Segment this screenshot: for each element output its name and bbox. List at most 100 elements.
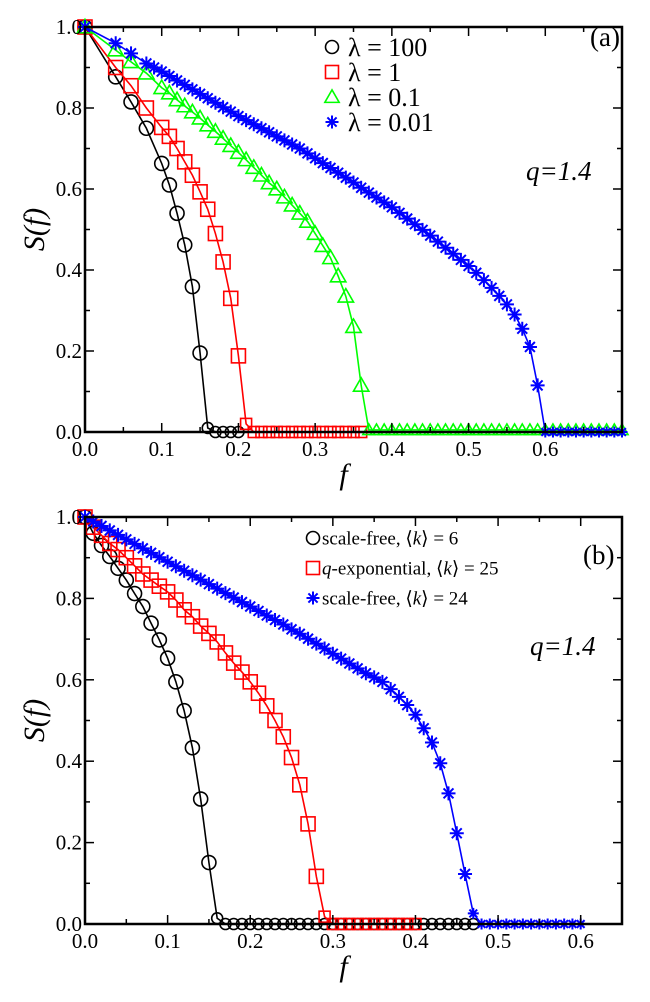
data-point (308, 868, 325, 885)
text-span: λ = 0.01 (348, 108, 434, 137)
data-point (201, 625, 217, 642)
data-point (169, 205, 185, 222)
data-point (334, 651, 349, 666)
data-point (530, 378, 545, 393)
x-tick-label: 0.4 (402, 929, 429, 953)
data-point (445, 422, 461, 436)
data-point (176, 702, 192, 719)
data-point (262, 125, 277, 140)
data-point (135, 541, 150, 556)
data-point (234, 595, 249, 610)
data-point (276, 617, 291, 632)
y-axis-title: S(f) (18, 699, 51, 742)
data-point (258, 698, 275, 714)
data-point (183, 102, 202, 119)
data-point (269, 129, 284, 144)
data-point (275, 728, 292, 745)
data-point (242, 674, 259, 690)
data-point (154, 64, 169, 79)
data-point (229, 143, 248, 160)
data-point (239, 113, 254, 128)
data-point (144, 545, 159, 560)
legend-symbol-triangle (323, 88, 341, 104)
data-point (407, 422, 423, 436)
data-point (530, 422, 546, 436)
data-point (499, 297, 514, 312)
x-tick-label: 0.2 (225, 437, 251, 461)
data-point (283, 749, 300, 766)
x-tick-label: 0.3 (302, 437, 328, 461)
data-point (424, 735, 439, 750)
data-point (162, 69, 177, 84)
y-axis-title: S(f) (18, 208, 51, 251)
data-point (325, 646, 340, 661)
y-tick-label: 0.0 (56, 420, 82, 444)
data-point (160, 554, 175, 569)
data-point (126, 585, 143, 602)
legend-label: scale-free, ⟨k⟩ = 24 (322, 589, 468, 610)
x-tick-label: 0.5 (455, 437, 481, 461)
data-point (346, 175, 361, 190)
x-tick-label: 0.0 (72, 437, 98, 461)
data-point (484, 280, 499, 295)
data-point (391, 689, 406, 704)
panel-b: 0.0 0.1 0.2 0.3 0.4 0.5 0.6 0.0 0.2 0.4 0.6 0.8 1.0 f… (18, 505, 624, 983)
text-span: scale-free, ⟨ (322, 529, 413, 550)
data-point (267, 712, 283, 729)
data-point (321, 248, 340, 265)
legend-label: λ = 0.1 (348, 83, 421, 112)
data-point (208, 95, 223, 110)
data-point (476, 422, 492, 436)
x-tick-label: 0.1 (149, 437, 175, 461)
data-point (221, 136, 240, 153)
text-span: ⟩ = 25 (452, 559, 499, 580)
data-point (361, 185, 376, 200)
data-point (118, 572, 135, 588)
data-point (338, 170, 353, 185)
data-point (201, 577, 216, 592)
data-point (210, 581, 225, 596)
data-point (491, 422, 507, 436)
data-point (216, 100, 231, 115)
data-point (177, 563, 192, 578)
y-tick-label: 0.8 (56, 586, 82, 610)
data-point (400, 211, 415, 226)
data-point (369, 422, 384, 436)
data-point (230, 348, 247, 364)
x-axis-title: f (339, 950, 351, 983)
data-point (226, 590, 241, 605)
data-point (111, 527, 126, 542)
panel-label: (b) (583, 540, 614, 570)
data-point (135, 598, 151, 615)
text-span: ⟩ = 6 (421, 529, 458, 550)
legend-label: λ = 0.01 (348, 108, 434, 137)
data-point (354, 180, 369, 195)
data-point (315, 156, 330, 171)
data-point (167, 90, 187, 107)
data-point (234, 664, 250, 680)
data-point (193, 86, 208, 101)
legend-item: q-exponential, ⟨k⟩ = 25 (305, 559, 499, 580)
data-point (423, 228, 438, 243)
x-tick-label: 0.0 (72, 929, 98, 953)
data-point (223, 104, 238, 119)
data-point (522, 422, 538, 436)
data-point (352, 376, 371, 393)
data-point (246, 117, 261, 132)
data-point (190, 108, 210, 125)
data-point (170, 73, 185, 88)
data-point (277, 133, 292, 148)
data-point (453, 252, 468, 267)
data-point (94, 518, 109, 533)
text-span: ⟩ = 24 (421, 589, 468, 610)
legend-label: λ = 1 (348, 58, 401, 87)
data-point (313, 236, 332, 253)
legend-item: λ = 0.01 (325, 108, 434, 137)
data-point (438, 422, 453, 436)
data-point (317, 641, 332, 656)
x-tick-label: 0.6 (568, 929, 594, 953)
data-point (200, 91, 215, 106)
data-point (244, 158, 263, 175)
data-point (160, 83, 179, 100)
data-point (199, 201, 216, 218)
